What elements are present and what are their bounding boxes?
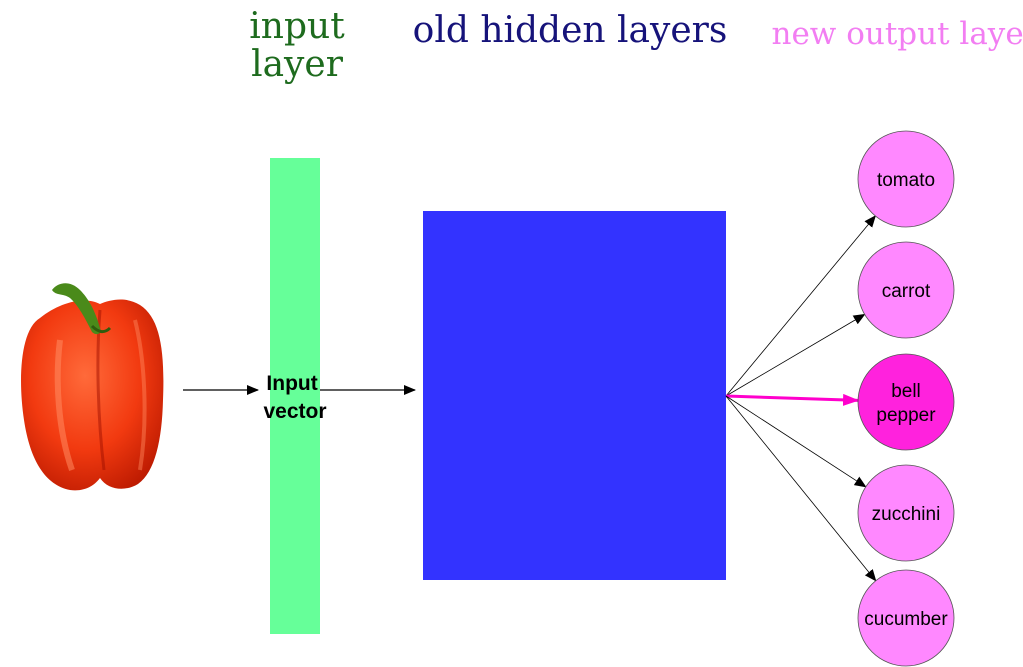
output-layer-header: new output layer — [771, 16, 1023, 52]
output-node-4 — [857, 569, 955, 667]
hidden-layers-header: old hidden layers — [412, 10, 728, 51]
output-arrows — [725, 215, 877, 582]
output-arrow-2 — [725, 393, 860, 406]
output-node-2 — [857, 353, 955, 451]
output-node-label-0: tomato — [877, 170, 935, 191]
output-node-0 — [857, 130, 955, 228]
output-node-label-0-line-0: tomato — [877, 170, 935, 191]
hidden-layers-block — [423, 211, 726, 580]
output-node-1 — [857, 241, 955, 339]
output-node-label-2: bell pepper — [876, 381, 936, 426]
input-vector-label-line-1: Input — [266, 372, 317, 395]
output-node-label-4: cucumber — [864, 609, 948, 630]
output-arrow-0 — [725, 215, 876, 397]
output-node-label-1: carrot — [882, 281, 931, 302]
output-node-label-4-line-0: cucumber — [864, 609, 948, 630]
input-layer-header-line-2: layer — [251, 43, 343, 85]
bell-pepper-image — [21, 283, 164, 491]
input-vector-label: Input vector — [263, 372, 326, 423]
output-arrow-1 — [725, 313, 866, 397]
output-node-3 — [857, 464, 955, 562]
input-layer-bar — [270, 158, 320, 634]
input-layer-header: input layer — [232, 8, 362, 84]
output-node-label-3: zucchini — [872, 504, 941, 525]
output-node-label-1-line-0: carrot — [882, 281, 931, 302]
output-nodes: tomato carrot bell pepper zucchini cucumber — [857, 130, 955, 667]
input-vector-label-line-2: vector — [263, 400, 326, 423]
output-arrow-3 — [725, 395, 867, 488]
output-node-label-2-line-0: bell — [891, 381, 921, 402]
output-node-label-3-line-0: zucchini — [872, 504, 941, 525]
input-layer-header-line-1: input — [249, 6, 345, 47]
output-node-label-2-line-1: pepper — [876, 405, 936, 426]
output-arrow-4 — [725, 395, 877, 582]
